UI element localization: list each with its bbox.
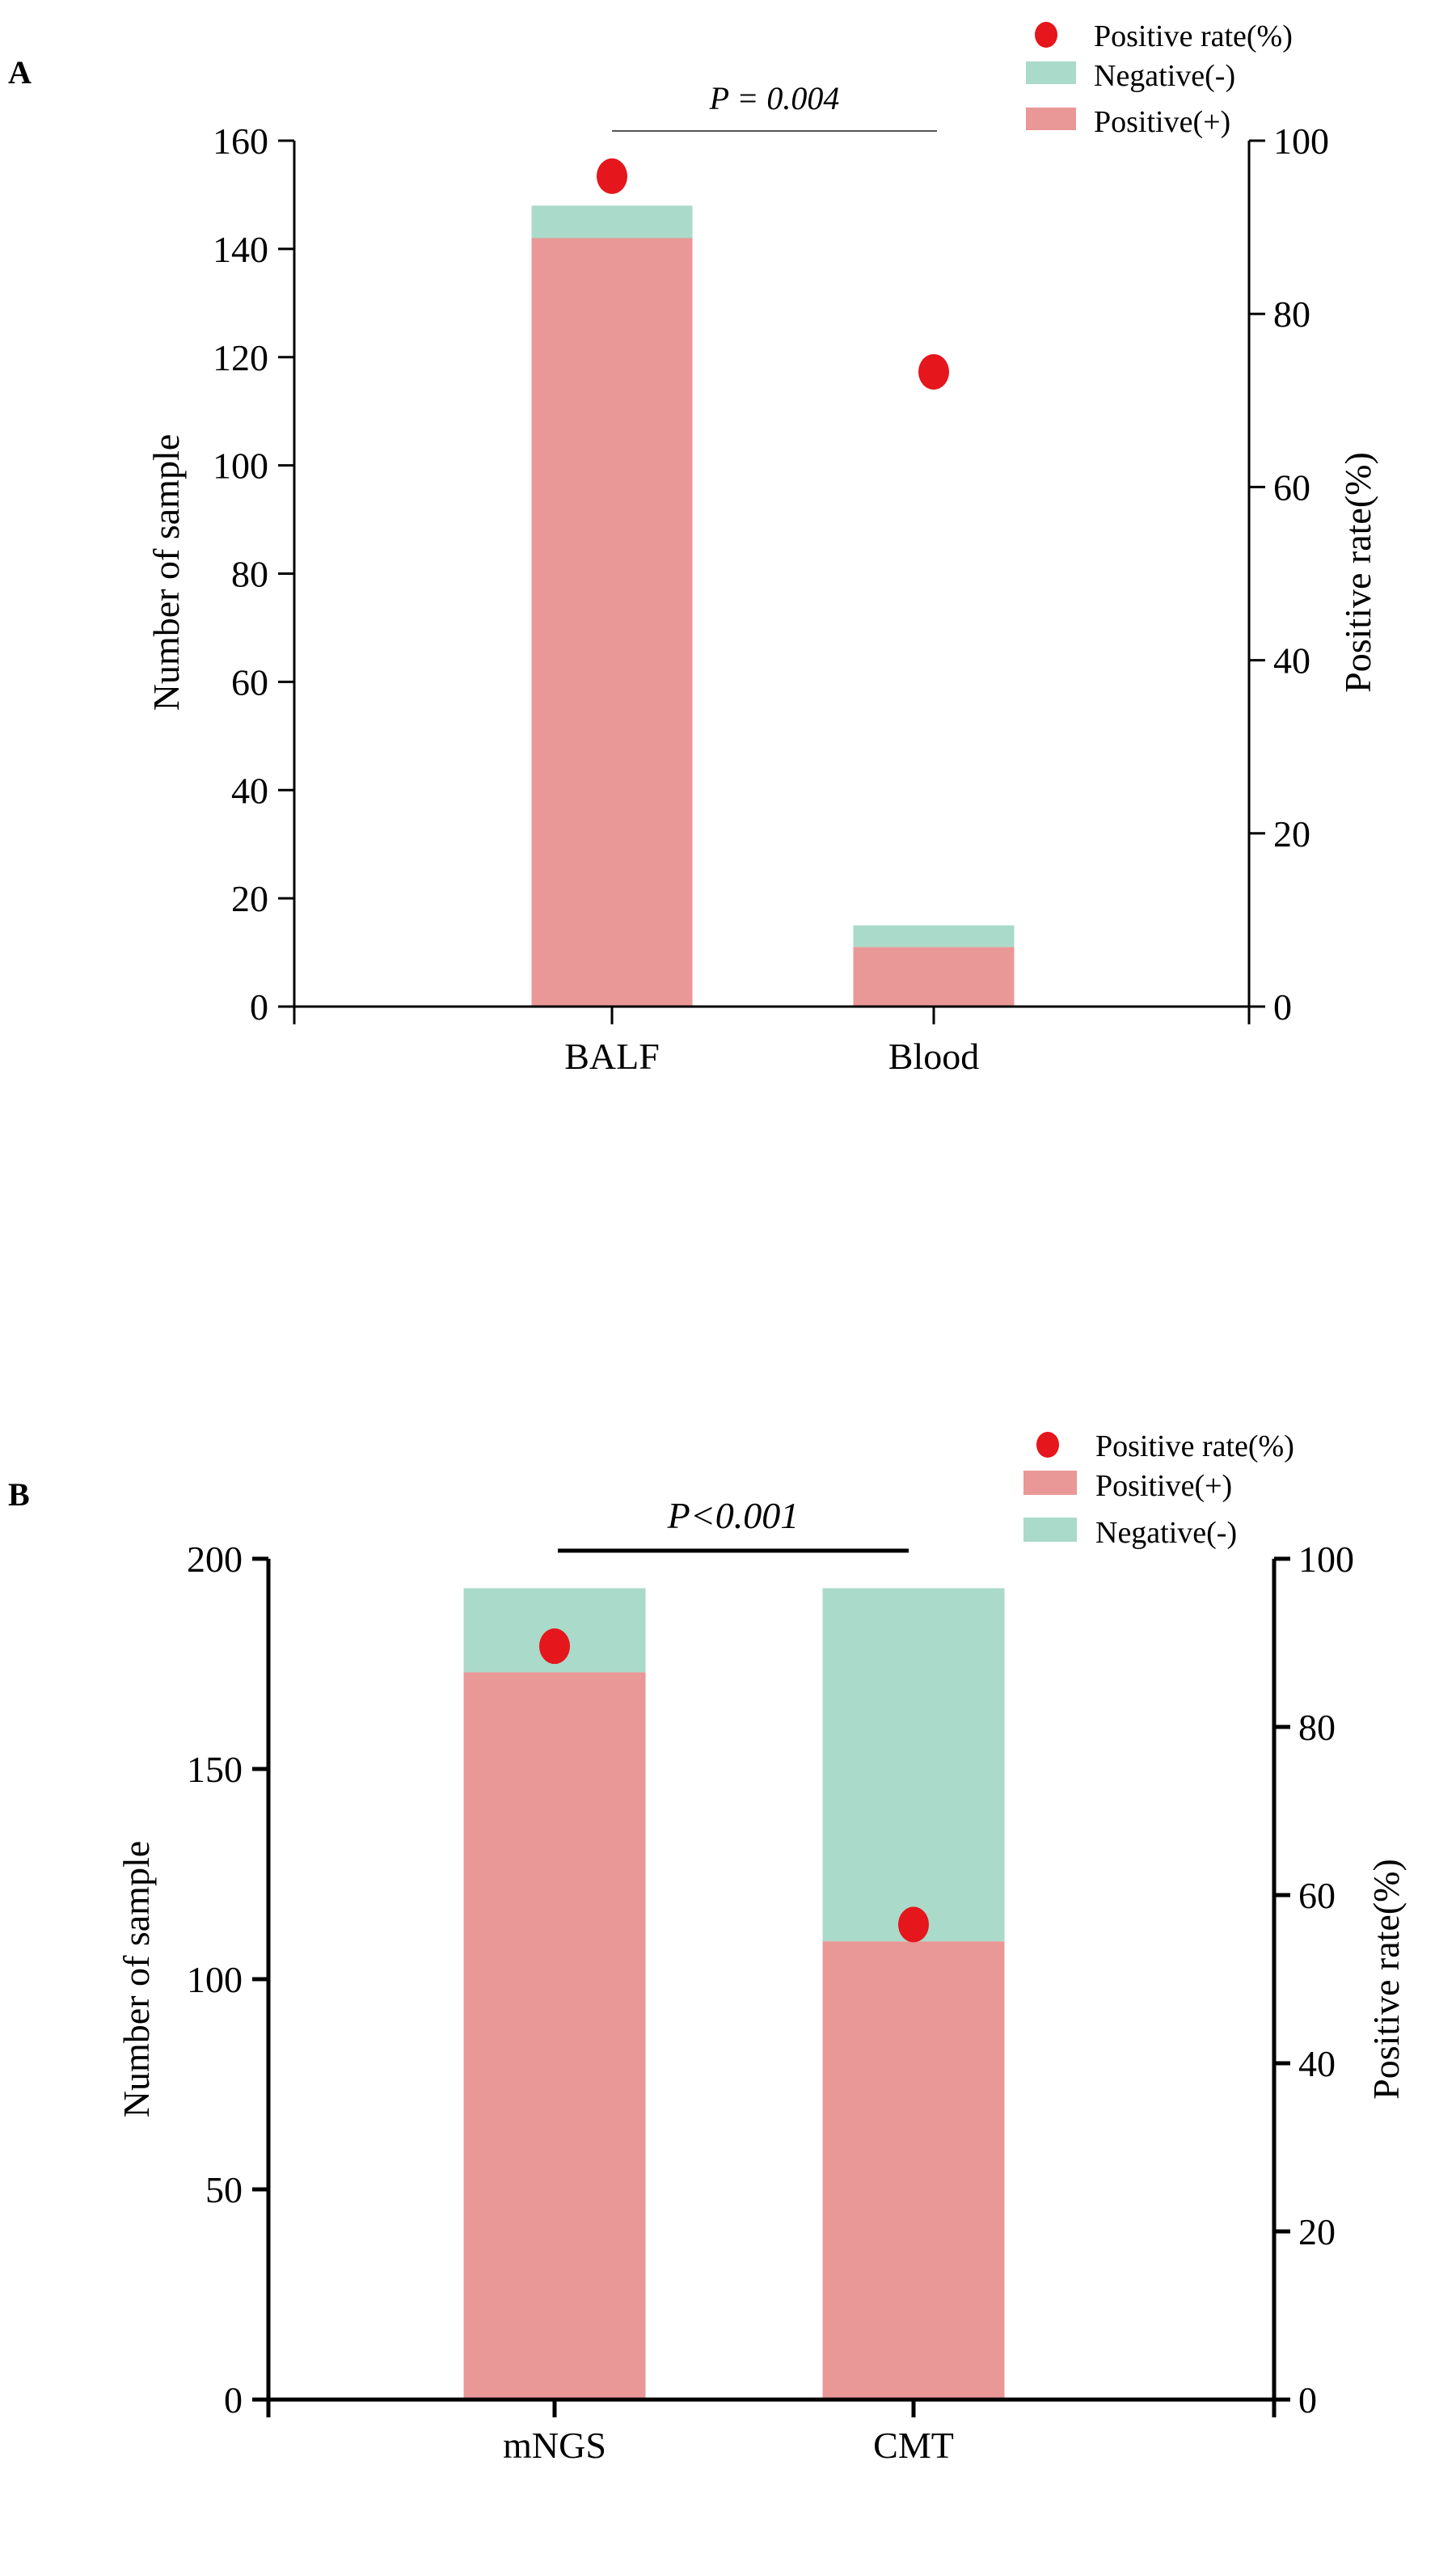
- panel-label: A: [8, 54, 32, 91]
- bar-positive-Blood: [853, 947, 1015, 1007]
- chart-panel-A: A 0 20 40 60 80 100 120 140 160 0 20 40 60 80 100 BALF Bl…: [8, 19, 1378, 1077]
- y2-tick-label: 100: [1298, 1539, 1354, 1580]
- y2-tick-label: 60: [1298, 1875, 1336, 1916]
- y2-tick-label: 20: [1273, 813, 1310, 855]
- legend-label: Positive rate(%): [1094, 19, 1293, 53]
- y-tick-label: 200: [187, 1539, 243, 1580]
- legend-swatch: [1023, 1518, 1077, 1542]
- bar-negative-CMT: [822, 1588, 1005, 1942]
- y2-tick-label: 60: [1273, 466, 1310, 508]
- y2-tick-label: 0: [1273, 986, 1292, 1028]
- y-tick-label: 100: [213, 445, 268, 487]
- y2-tick-label: 40: [1273, 640, 1310, 682]
- y-tick-label: 20: [231, 878, 268, 919]
- y-tick-label: 100: [187, 1959, 243, 2000]
- chart-panel-B: B 0 50 100 150 200 0 20 40 60 80 100 mNGS CMT Number o…: [8, 1429, 1407, 2466]
- legend-label: Negative(-): [1094, 59, 1235, 93]
- y-tick-label: 40: [231, 770, 268, 811]
- y2-tick-label: 80: [1273, 293, 1310, 335]
- y-tick-label: 0: [250, 986, 268, 1028]
- y-axis-title: Number of sample: [146, 434, 187, 711]
- y2-axis-title: Positive rate(%): [1337, 452, 1378, 693]
- p-value-annotation: P = 0.004: [709, 80, 840, 116]
- y-tick-label: 120: [213, 337, 268, 378]
- rate-point-Blood: [918, 353, 949, 390]
- x-tick-label: Blood: [888, 1036, 979, 1077]
- legend-label: Positive(+): [1094, 105, 1230, 139]
- legend-label: Positive(+): [1095, 1469, 1232, 1503]
- panel-label: B: [8, 1476, 30, 1513]
- y2-tick-label: 0: [1298, 2379, 1317, 2421]
- legend-marker-rate: [1035, 22, 1057, 48]
- y-tick-label: 150: [187, 1749, 243, 1790]
- x-tick-label: CMT: [873, 2425, 954, 2466]
- rate-point-mNGS: [539, 1628, 570, 1665]
- legend-swatch: [1026, 61, 1076, 84]
- y-tick-label: 50: [205, 2169, 243, 2210]
- bar-positive-BALF: [531, 238, 693, 1007]
- y2-axis-title: Positive rate(%): [1365, 1859, 1407, 2100]
- y2-tick-label: 20: [1298, 2211, 1336, 2252]
- bar-positive-mNGS: [463, 1672, 646, 2400]
- p-value-annotation: P<0.001: [667, 1495, 800, 1536]
- legend-marker-rate: [1036, 1432, 1059, 1458]
- bar-negative-BALF: [531, 205, 693, 239]
- bar-positive-CMT: [822, 1941, 1005, 2400]
- y-tick-label: 160: [213, 120, 268, 162]
- y-tick-label: 140: [213, 229, 268, 270]
- x-tick-label: mNGS: [503, 2425, 606, 2466]
- legend-swatch: [1026, 108, 1076, 130]
- legend-label: Positive rate(%): [1095, 1429, 1294, 1463]
- rate-point-CMT: [898, 1906, 929, 1943]
- y-tick-label: 80: [231, 554, 268, 595]
- legend-label: Negative(-): [1095, 1516, 1237, 1550]
- y-tick-label: 0: [224, 2379, 243, 2421]
- y2-tick-label: 100: [1273, 120, 1329, 162]
- legend-swatch: [1023, 1471, 1077, 1495]
- y2-tick-label: 40: [1298, 2043, 1336, 2084]
- bar-negative-Blood: [853, 925, 1015, 948]
- y-tick-label: 60: [231, 661, 268, 703]
- x-tick-label: BALF: [564, 1036, 660, 1077]
- rate-point-BALF: [597, 158, 627, 194]
- y-axis-title: Number of sample: [116, 1841, 157, 2117]
- y2-tick-label: 80: [1298, 1707, 1336, 1748]
